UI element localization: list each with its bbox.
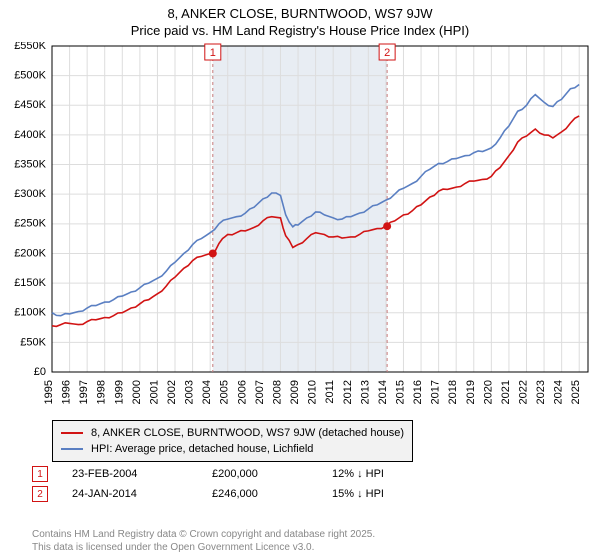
sale-diff: 15% ↓ HPI bbox=[332, 488, 452, 500]
footer-line-1: Contains HM Land Registry data © Crown c… bbox=[32, 529, 375, 542]
svg-text:2006: 2006 bbox=[236, 380, 248, 404]
sale-date: 24-JAN-2014 bbox=[72, 488, 212, 500]
svg-text:2024: 2024 bbox=[553, 380, 565, 404]
svg-text:1: 1 bbox=[210, 47, 216, 59]
chart-title: 8, ANKER CLOSE, BURNTWOOD, WS7 9JW Price… bbox=[0, 0, 600, 40]
svg-text:£150K: £150K bbox=[14, 277, 46, 289]
footer-attribution: Contains HM Land Registry data © Crown c… bbox=[32, 529, 375, 554]
svg-text:2017: 2017 bbox=[430, 380, 442, 404]
svg-text:2014: 2014 bbox=[377, 380, 389, 404]
svg-text:2009: 2009 bbox=[289, 380, 301, 404]
sale-row: 2 24-JAN-2014£246,00015% ↓ HPI bbox=[32, 484, 452, 504]
svg-text:2011: 2011 bbox=[324, 380, 336, 404]
svg-text:2004: 2004 bbox=[201, 380, 213, 404]
legend-row: 8, ANKER CLOSE, BURNTWOOD, WS7 9JW (deta… bbox=[61, 425, 404, 441]
svg-text:£350K: £350K bbox=[14, 158, 46, 170]
svg-text:2000: 2000 bbox=[131, 380, 143, 404]
title-line-2: Price paid vs. HM Land Registry's House … bbox=[0, 23, 600, 40]
svg-text:2020: 2020 bbox=[482, 380, 494, 404]
svg-text:£300K: £300K bbox=[14, 188, 46, 200]
svg-text:2016: 2016 bbox=[412, 380, 424, 404]
sale-diff: 12% ↓ HPI bbox=[332, 468, 452, 480]
svg-text:1997: 1997 bbox=[78, 380, 90, 404]
sale-row: 1 23-FEB-2004£200,00012% ↓ HPI bbox=[32, 464, 452, 484]
legend-label: 8, ANKER CLOSE, BURNTWOOD, WS7 9JW (deta… bbox=[91, 427, 404, 439]
svg-text:2001: 2001 bbox=[148, 380, 160, 404]
svg-text:1999: 1999 bbox=[113, 380, 125, 404]
svg-text:2025: 2025 bbox=[570, 380, 582, 404]
legend-row: HPI: Average price, detached house, Lich… bbox=[61, 441, 404, 457]
svg-text:1998: 1998 bbox=[96, 380, 108, 404]
svg-text:2002: 2002 bbox=[166, 380, 178, 404]
svg-text:2021: 2021 bbox=[500, 380, 512, 404]
chart-svg: £0 £50K £100K £150K £200K £250K £300K £350K £400… bbox=[0, 42, 600, 412]
sale-marker: 2 bbox=[32, 486, 48, 502]
svg-text:£500K: £500K bbox=[14, 70, 46, 82]
legend-swatch bbox=[61, 448, 83, 450]
sale-price: £246,000 bbox=[212, 488, 332, 500]
sale-date: 23-FEB-2004 bbox=[72, 468, 212, 480]
svg-text:£200K: £200K bbox=[14, 247, 46, 259]
chart-container: 8, ANKER CLOSE, BURNTWOOD, WS7 9JW Price… bbox=[0, 0, 600, 560]
legend-swatch bbox=[61, 432, 83, 434]
chart-area: £0 £50K £100K £150K £200K £250K £300K £350K £400… bbox=[0, 42, 600, 412]
sale-marker: 1 bbox=[32, 466, 48, 482]
svg-text:2012: 2012 bbox=[342, 380, 354, 404]
legend: 8, ANKER CLOSE, BURNTWOOD, WS7 9JW (deta… bbox=[52, 420, 413, 462]
svg-text:2018: 2018 bbox=[447, 380, 459, 404]
svg-text:1995: 1995 bbox=[43, 380, 55, 404]
svg-text:2003: 2003 bbox=[184, 380, 196, 404]
svg-text:2015: 2015 bbox=[394, 380, 406, 404]
legend-label: HPI: Average price, detached house, Lich… bbox=[91, 443, 313, 455]
sale-price: £200,000 bbox=[212, 468, 332, 480]
svg-text:2019: 2019 bbox=[465, 380, 477, 404]
svg-text:2: 2 bbox=[384, 47, 390, 59]
svg-text:2023: 2023 bbox=[535, 380, 547, 404]
svg-text:2022: 2022 bbox=[517, 380, 529, 404]
svg-text:2008: 2008 bbox=[271, 380, 283, 404]
footer-line-2: This data is licensed under the Open Gov… bbox=[32, 542, 375, 555]
svg-text:2007: 2007 bbox=[254, 380, 266, 404]
svg-text:£400K: £400K bbox=[14, 129, 46, 141]
svg-text:£100K: £100K bbox=[14, 307, 46, 319]
svg-text:£50K: £50K bbox=[20, 336, 46, 348]
sales-table: 1 23-FEB-2004£200,00012% ↓ HPI 2 24-JAN-201… bbox=[32, 464, 452, 504]
svg-text:1996: 1996 bbox=[61, 380, 73, 404]
svg-text:£550K: £550K bbox=[14, 42, 46, 52]
svg-text:2005: 2005 bbox=[219, 380, 231, 404]
svg-text:£0: £0 bbox=[34, 366, 46, 378]
svg-text:£250K: £250K bbox=[14, 218, 46, 230]
svg-text:2010: 2010 bbox=[307, 380, 319, 404]
svg-text:2013: 2013 bbox=[359, 380, 371, 404]
svg-text:£450K: £450K bbox=[14, 99, 46, 111]
title-line-1: 8, ANKER CLOSE, BURNTWOOD, WS7 9JW bbox=[0, 6, 600, 23]
